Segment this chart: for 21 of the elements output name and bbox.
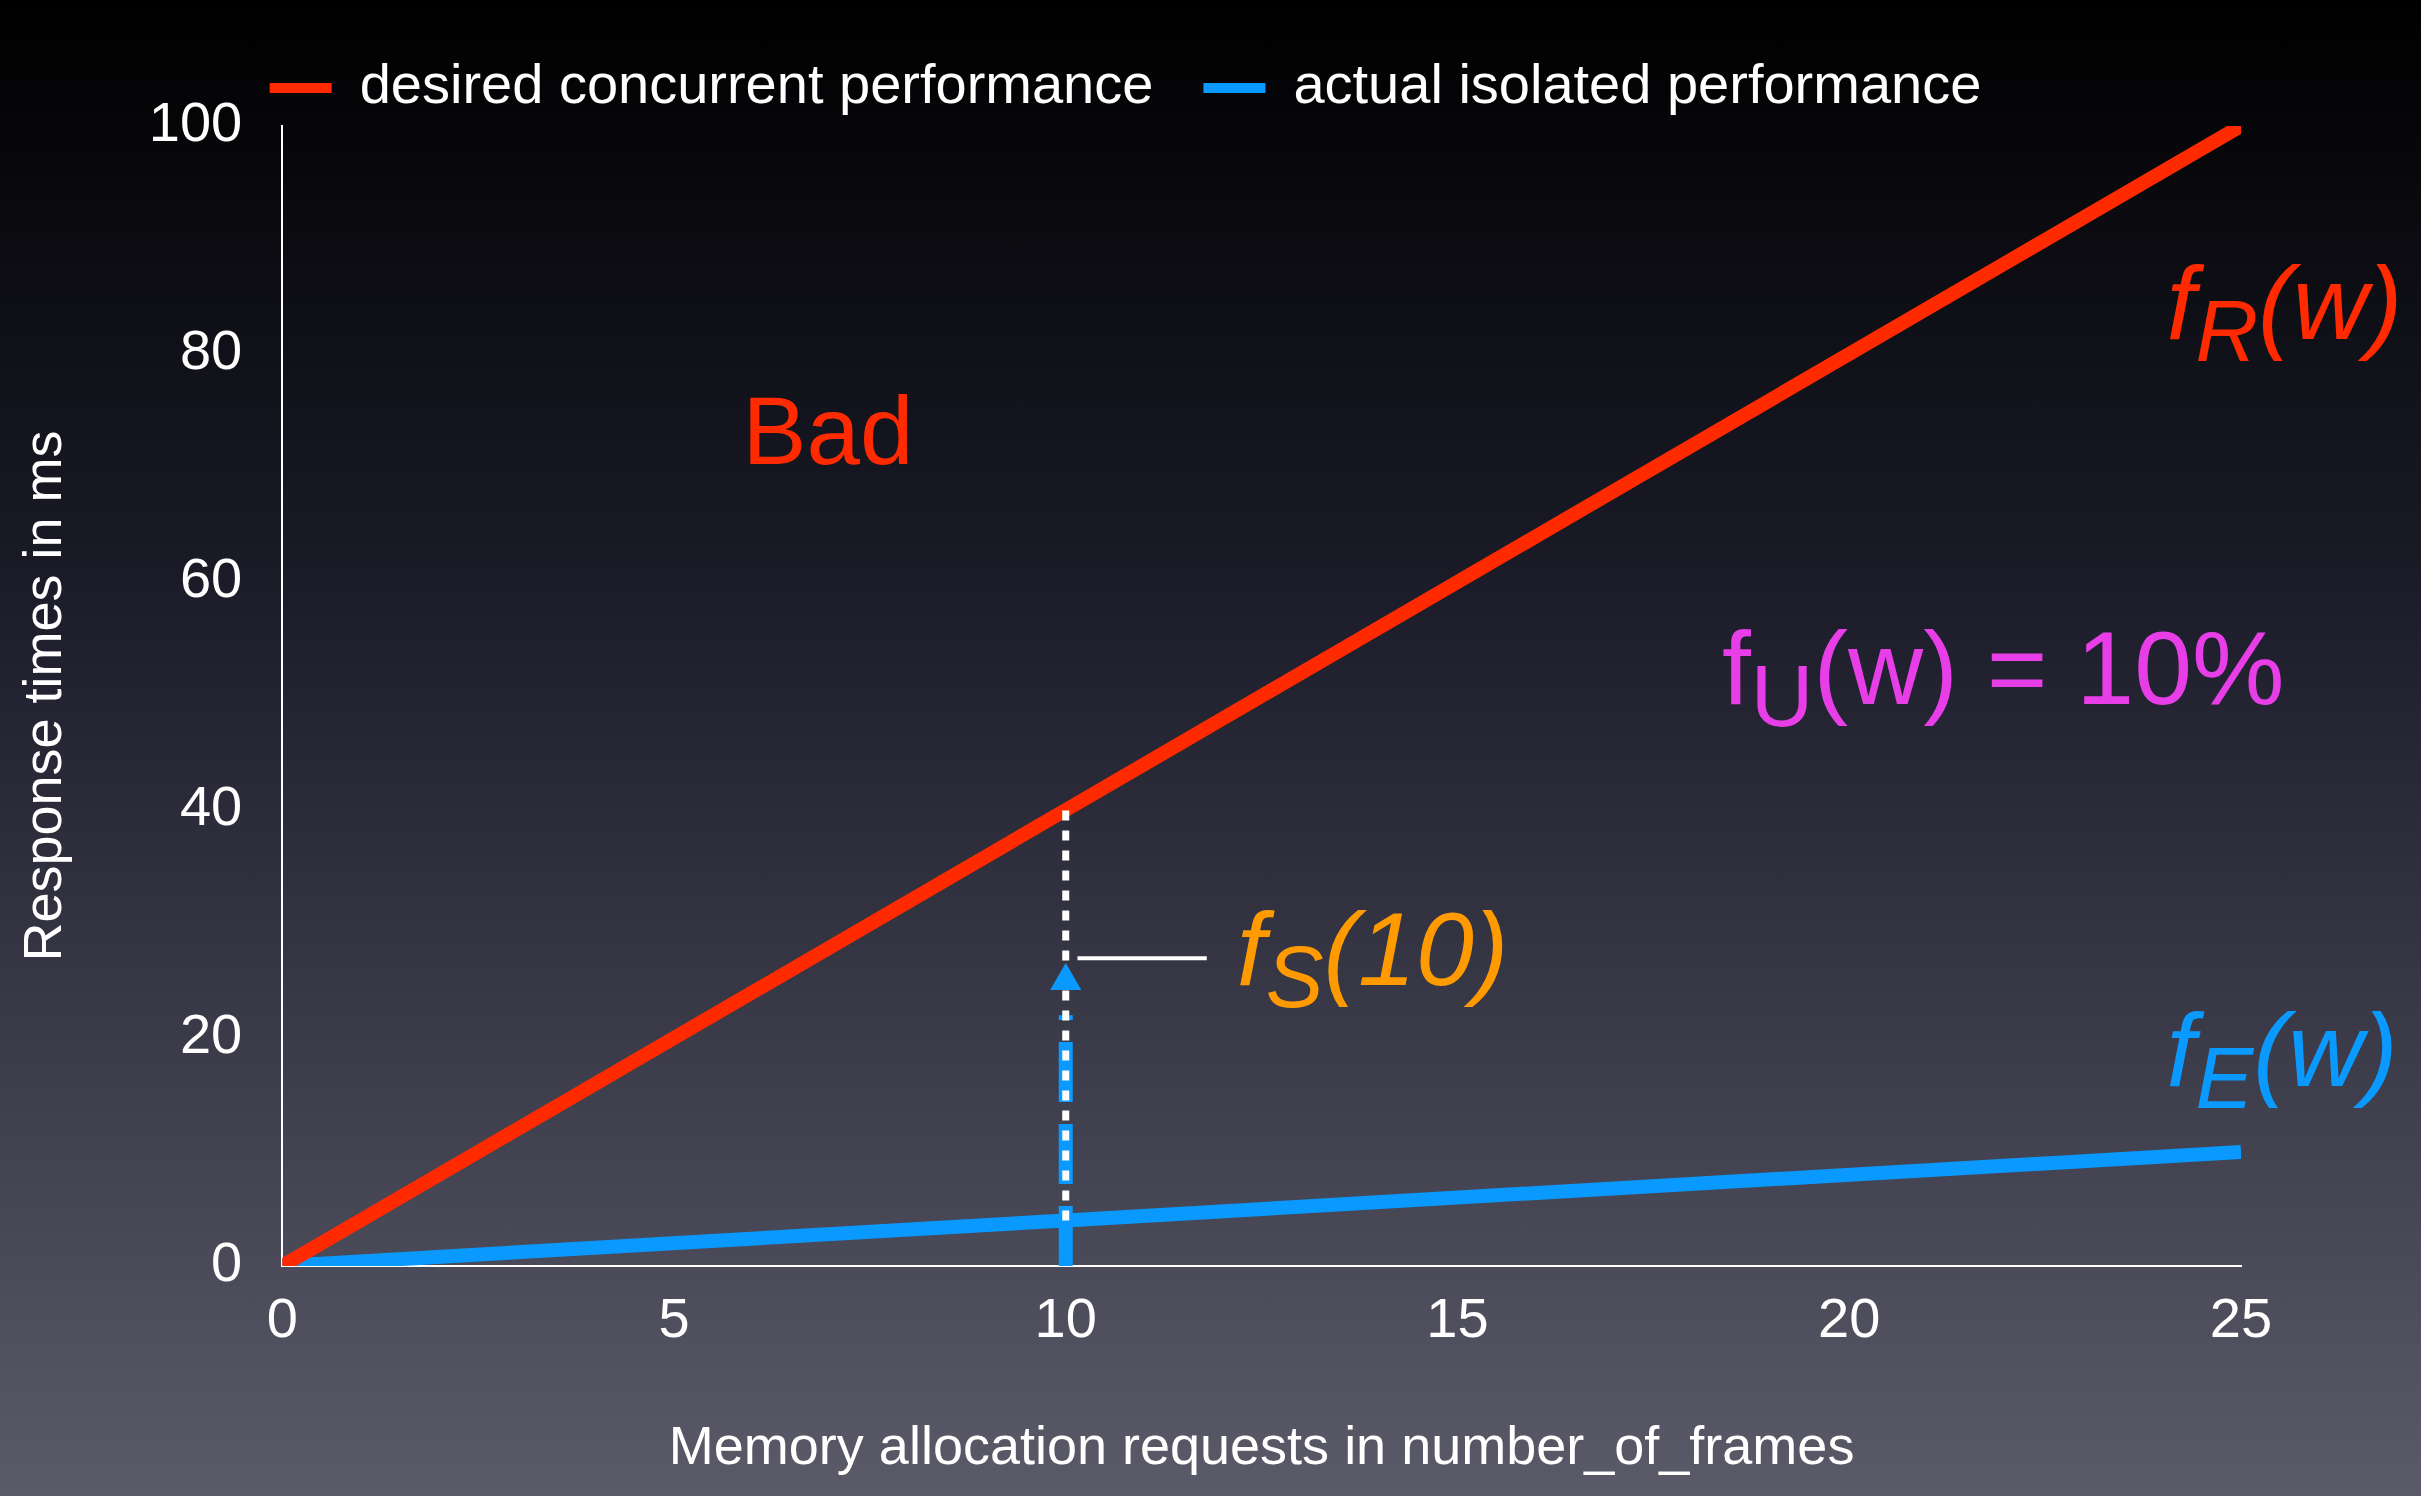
x-tick-label: 10 <box>1034 1286 1097 1350</box>
annotation: f$_{R}$(w) <box>2166 245 2403 380</box>
x-axis-title: Memory allocation requests in number_of_frames <box>668 1415 1855 1476</box>
y-tick-label: 40 <box>179 774 243 838</box>
legend-label: actual isolated performance <box>1293 52 1982 116</box>
y-tick-label: 60 <box>179 546 243 610</box>
annotation: f$_{U}$(w) = 10% <box>1721 610 2285 744</box>
x-tick-label: 25 <box>2209 1286 2273 1350</box>
y-tick-label: 100 <box>148 90 243 154</box>
y-tick-label: 80 <box>179 318 243 382</box>
x-tick-label: 5 <box>658 1286 690 1350</box>
x-tick-label: 20 <box>1818 1286 1881 1350</box>
y-tick-label: 0 <box>211 1230 243 1294</box>
x-tick-label: 15 <box>1426 1286 1489 1350</box>
y-axis-title: Response times in ms <box>12 430 73 962</box>
annotation: f$_{S}$(10) <box>1236 890 1509 1025</box>
legend-label: desired concurrent performance <box>359 52 1154 116</box>
annotation: f$_{E}$(w) <box>2166 992 2398 1126</box>
y-tick-label: 20 <box>179 1002 243 1066</box>
annotation: Bad <box>742 376 914 484</box>
x-tick-label: 0 <box>266 1286 298 1350</box>
